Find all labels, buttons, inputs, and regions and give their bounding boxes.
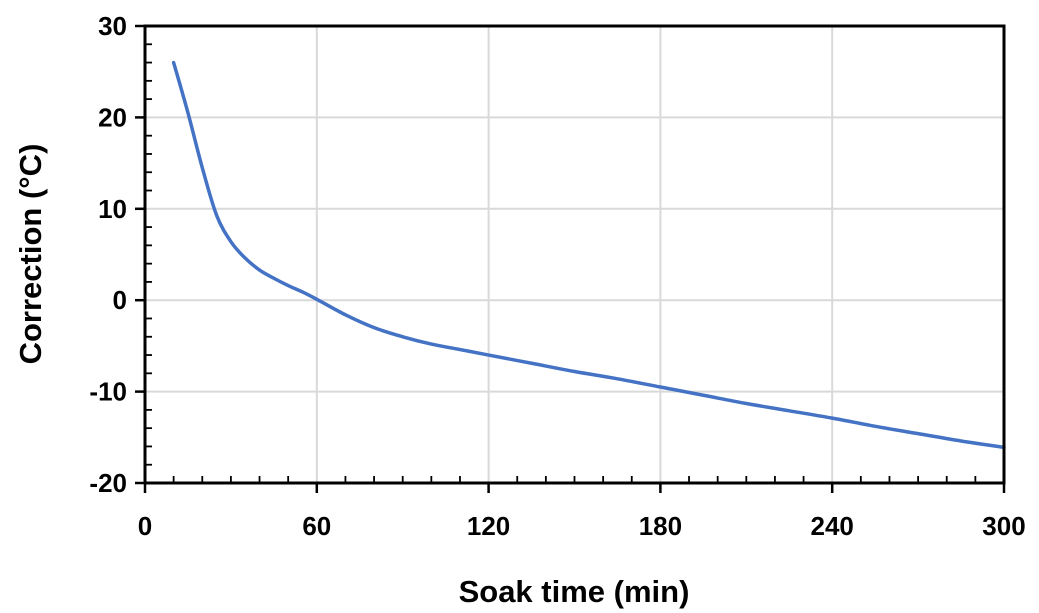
series-layer [171, 60, 1006, 450]
x-axis-ticks: 0 60 120 180 240 300 [138, 483, 1026, 541]
plot-frame [143, 24, 1006, 485]
x-tick-label: 180 [639, 511, 682, 541]
x-tick-label: 0 [138, 511, 152, 541]
x-tick-label: 60 [302, 511, 331, 541]
y-tick-label: 10 [98, 194, 127, 224]
y-tick-label: 30 [98, 11, 127, 41]
y-tick-label: -10 [89, 377, 127, 407]
y-axis-title: Correction (°C) [13, 144, 48, 365]
x-axis-title: Soak time (min) [459, 574, 690, 609]
gridlines [145, 26, 1004, 483]
y-tick-label: -20 [89, 468, 127, 498]
y-tick-label: 20 [98, 102, 127, 132]
y-tick-label: 0 [113, 285, 127, 315]
x-tick-label: 240 [811, 511, 854, 541]
x-tick-label: 120 [467, 511, 510, 541]
x-tick-label: 300 [982, 511, 1025, 541]
y-axis-ticks: 30 20 10 0 -10 -20 [89, 11, 145, 498]
series-line [171, 60, 1006, 450]
minor-ticks [145, 43, 977, 483]
